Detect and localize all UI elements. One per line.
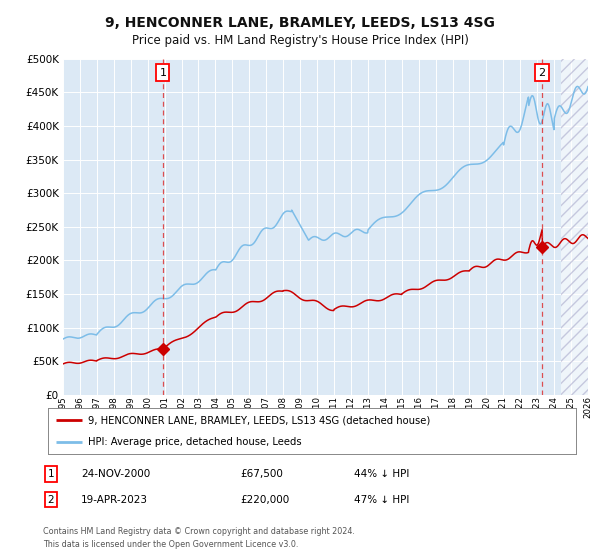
Text: 2: 2: [47, 494, 55, 505]
Text: 44% ↓ HPI: 44% ↓ HPI: [354, 469, 409, 479]
Text: £67,500: £67,500: [240, 469, 283, 479]
Text: 19-APR-2023: 19-APR-2023: [81, 494, 148, 505]
Text: 9, HENCONNER LANE, BRAMLEY, LEEDS, LS13 4SG: 9, HENCONNER LANE, BRAMLEY, LEEDS, LS13 …: [105, 16, 495, 30]
Text: 1: 1: [47, 469, 55, 479]
Text: This data is licensed under the Open Government Licence v3.0.: This data is licensed under the Open Gov…: [43, 540, 299, 549]
Text: 47% ↓ HPI: 47% ↓ HPI: [354, 494, 409, 505]
Text: Contains HM Land Registry data © Crown copyright and database right 2024.: Contains HM Land Registry data © Crown c…: [43, 528, 355, 536]
Text: Price paid vs. HM Land Registry's House Price Index (HPI): Price paid vs. HM Land Registry's House …: [131, 34, 469, 46]
Text: 24-NOV-2000: 24-NOV-2000: [81, 469, 150, 479]
Text: 2: 2: [539, 68, 546, 77]
Text: HPI: Average price, detached house, Leeds: HPI: Average price, detached house, Leed…: [88, 437, 301, 447]
Text: £220,000: £220,000: [240, 494, 289, 505]
Text: 1: 1: [160, 68, 166, 77]
Text: 9, HENCONNER LANE, BRAMLEY, LEEDS, LS13 4SG (detached house): 9, HENCONNER LANE, BRAMLEY, LEEDS, LS13 …: [88, 415, 430, 425]
